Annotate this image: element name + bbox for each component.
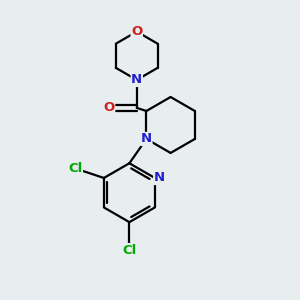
Text: N: N [154,172,165,184]
Text: Cl: Cl [122,244,136,256]
Text: O: O [103,101,115,114]
Text: Cl: Cl [68,162,83,175]
Text: N: N [131,74,142,86]
Text: O: O [131,25,142,38]
Text: N: N [141,133,152,146]
